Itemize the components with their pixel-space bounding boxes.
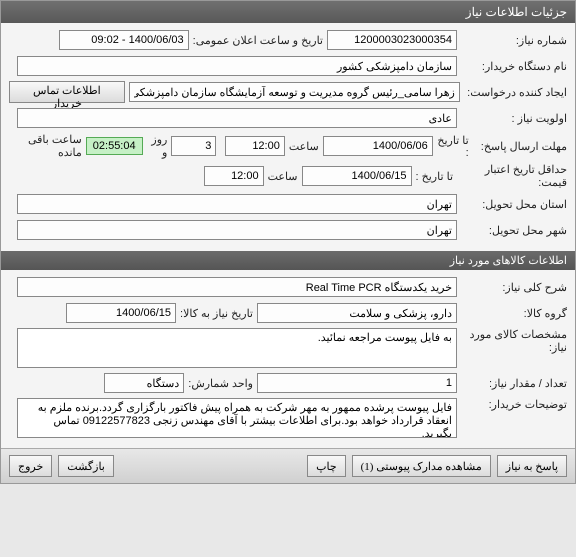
label-need-date: تاریخ نیاز به کالا: xyxy=(176,307,257,320)
remaining-time-field: 02:55:04 xyxy=(86,137,143,155)
need-no-field[interactable] xyxy=(327,30,457,50)
label-reply-deadline: مهلت ارسال پاسخ: xyxy=(473,140,567,153)
goods-group-field[interactable] xyxy=(257,303,457,323)
print-button[interactable]: چاپ xyxy=(307,455,346,477)
price-to-date-field[interactable] xyxy=(302,166,412,186)
label-goods-group: گروه کالا: xyxy=(457,307,567,320)
label-qty: تعداد / مقدار نیاز: xyxy=(457,377,567,390)
buyer-contact-button[interactable]: اطلاعات تماس خریدار xyxy=(9,81,125,103)
goods-section-header: اطلاعات کالاهای مورد نیاز xyxy=(1,251,575,270)
need-date-field[interactable] xyxy=(66,303,176,323)
label-spec: مشخصات کالای مورد نیاز: xyxy=(457,328,567,354)
city-field[interactable] xyxy=(17,220,457,240)
goods-form: شرح کلی نیاز: گروه کالا: تاریخ نیاز به ک… xyxy=(1,270,575,448)
price-to-time-field[interactable] xyxy=(204,166,264,186)
footer-spacer xyxy=(120,455,301,477)
reply-to-time-field[interactable] xyxy=(225,136,285,156)
label-province: استان محل تحویل: xyxy=(457,198,567,211)
label-priority: اولویت نیاز : xyxy=(457,112,567,125)
label-request-creator: ایجاد کننده درخواست: xyxy=(460,86,567,99)
attachments-button[interactable]: مشاهده مدارک پیوستی (1) xyxy=(352,455,491,477)
label-unit: واحد شمارش: xyxy=(184,377,257,390)
priority-field[interactable] xyxy=(17,108,457,128)
buyer-org-field[interactable] xyxy=(17,56,457,76)
label-buyer-org: نام دستگاه خریدار: xyxy=(457,60,567,73)
label-need-no: شماره نیاز: xyxy=(457,34,567,47)
back-button[interactable]: بازگشت xyxy=(58,455,114,477)
unit-field[interactable] xyxy=(104,373,184,393)
reply-to-date-field[interactable] xyxy=(323,136,433,156)
exit-button[interactable]: خروج xyxy=(9,455,52,477)
spec-field[interactable] xyxy=(17,328,457,368)
main-form: شماره نیاز: تاریخ و ساعت اعلان عمومی: نا… xyxy=(1,23,575,251)
label-hour-1: ساعت xyxy=(285,140,323,153)
label-city: شهر محل تحویل: xyxy=(457,224,567,237)
label-days-and: روز و xyxy=(143,133,172,159)
general-desc-field[interactable] xyxy=(17,277,457,297)
label-to-date-1: تا تاریخ : xyxy=(433,134,473,159)
label-time-remaining: ساعت باقی مانده xyxy=(9,133,86,159)
qty-field[interactable] xyxy=(257,373,457,393)
label-announce-dt: تاریخ و ساعت اعلان عمومی: xyxy=(189,34,327,47)
announce-dt-field[interactable] xyxy=(59,30,189,50)
label-price-validity: حداقل تاریخ اعتبار قیمت: xyxy=(457,163,567,189)
need-details-window: جزئیات اطلاعات نیاز شماره نیاز: تاریخ و … xyxy=(0,0,576,484)
buyer-notes-field[interactable] xyxy=(17,398,457,438)
label-hour-2: ساعت xyxy=(264,170,302,183)
reply-button[interactable]: پاسخ به نیاز xyxy=(497,455,567,477)
remaining-days-field xyxy=(171,136,216,156)
label-buyer-notes: توضیحات خریدار: xyxy=(457,398,567,411)
label-general-desc: شرح کلی نیاز: xyxy=(457,281,567,294)
province-field[interactable] xyxy=(17,194,457,214)
request-creator-field[interactable] xyxy=(129,82,460,102)
window-title: جزئیات اطلاعات نیاز xyxy=(1,1,575,23)
footer-toolbar: پاسخ به نیاز مشاهده مدارک پیوستی (1) چاپ… xyxy=(1,448,575,483)
label-to-date-2: تا تاریخ : xyxy=(412,170,457,183)
